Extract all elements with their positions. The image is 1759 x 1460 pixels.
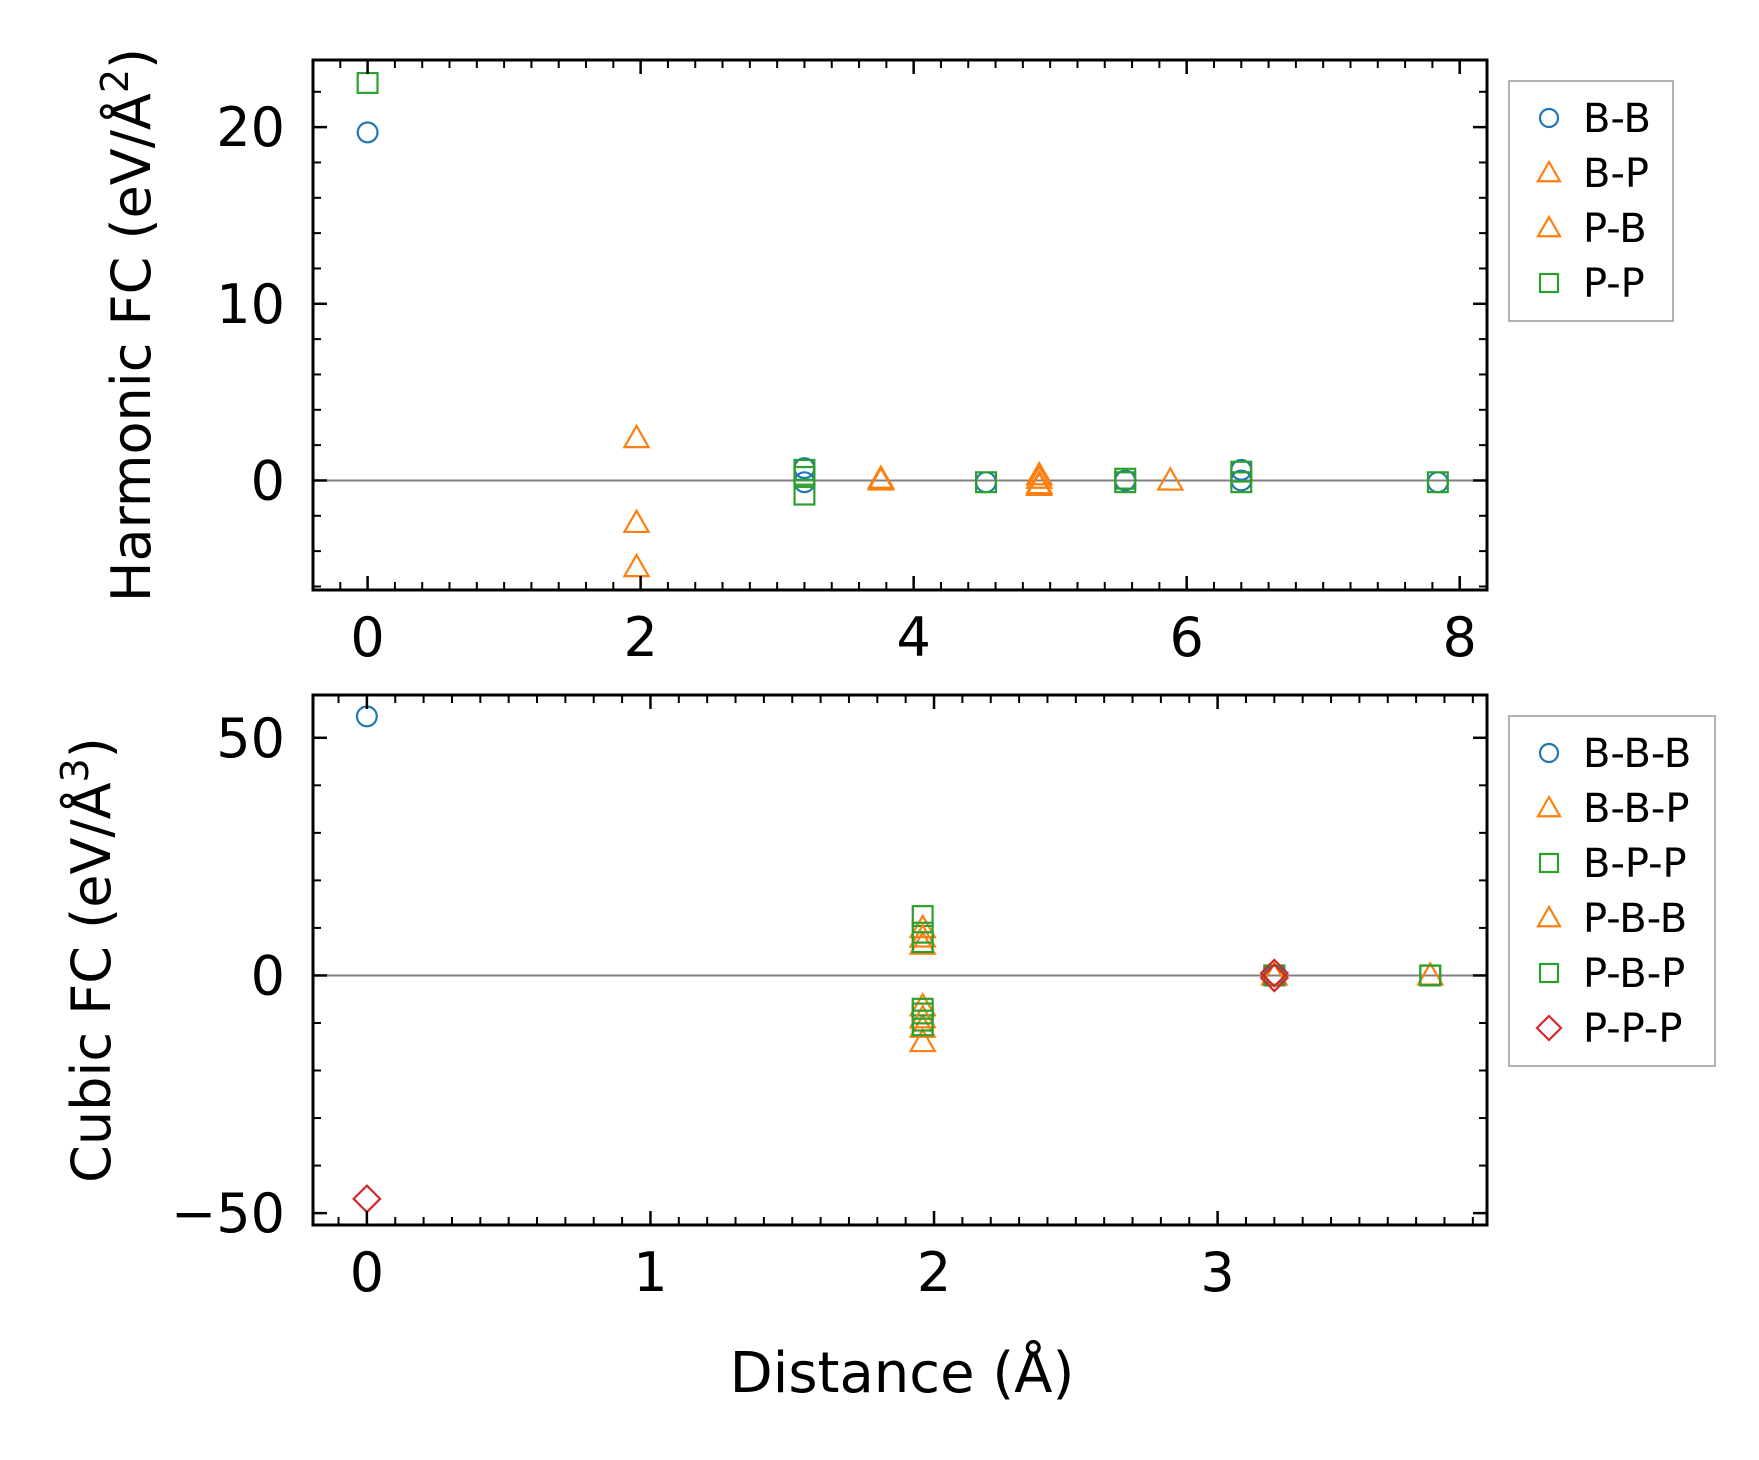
y-tick-label: 0 — [251, 944, 285, 1007]
x-tick-label: 3 — [1200, 1241, 1234, 1304]
harmonic-fc-panel: 0 2 4 6 8 0 10 20 Harmonic FC (eV/Å2) B-B B-P P-B P-… — [93, 48, 1674, 669]
legend-label: B-P-P — [1583, 841, 1687, 887]
y-tick-label: 20 — [216, 96, 285, 159]
legend-marker-b-p-p — [1538, 852, 1560, 874]
x-tick-label: 4 — [896, 606, 930, 669]
data-point-b-p — [622, 508, 651, 534]
data-point-p-b-p — [1419, 964, 1442, 987]
data-point-p-p — [1114, 471, 1137, 494]
legend-label: P-P — [1583, 261, 1645, 307]
data-point-b-b — [975, 471, 998, 494]
data-point-p-p — [975, 471, 998, 494]
data-point-p-b — [1025, 469, 1054, 495]
data-point-b-p — [1025, 464, 1054, 489]
legend-label: P-B-P — [1583, 951, 1685, 997]
axes-frame — [311, 58, 1489, 592]
y-tick-label: 50 — [216, 707, 285, 770]
data-point-p-p — [793, 465, 816, 488]
series-b-b — [356, 121, 1449, 494]
series-p-b — [866, 460, 1054, 495]
legend-marker-b-b-p — [1536, 794, 1562, 818]
legend-marker-p-b-p — [1538, 962, 1560, 984]
data-point-p-b — [866, 466, 895, 491]
y-tick-label: −50 — [171, 1182, 285, 1245]
series-p-b-p — [911, 931, 1442, 1032]
data-point-p-p-p — [1259, 963, 1290, 993]
x-axis-label: Distance (Å) — [730, 1340, 1075, 1406]
data-point-b-p — [622, 552, 651, 578]
legend-frame — [1508, 715, 1716, 1067]
series-b-b-p — [908, 913, 1445, 1053]
series-p-p — [356, 71, 1449, 506]
data-point-p-b — [1025, 460, 1054, 486]
data-point-p-b-b — [908, 923, 937, 948]
legend-marker-b-b-b — [1538, 742, 1560, 764]
legend-marker-p-b-b — [1536, 904, 1562, 928]
data-point-b-b — [793, 471, 816, 494]
x-tick-label: 6 — [1169, 606, 1203, 669]
legend-label: P-B-B — [1583, 896, 1687, 942]
x-tick-label: 0 — [350, 606, 384, 669]
axes-frame — [311, 693, 1489, 1227]
y-axis-label: Harmonic FC (eV/Å2) — [93, 48, 163, 602]
legend-marker-p-p-p — [1535, 1014, 1563, 1042]
legend-label: B-B — [1583, 96, 1651, 142]
legend-label: P-P-P — [1583, 1006, 1682, 1052]
x-tick-label: 2 — [917, 1241, 951, 1304]
y-tick-label: 0 — [251, 449, 285, 512]
data-point-b-b-p — [908, 1027, 937, 1053]
legend-marker-b-p — [1536, 159, 1562, 183]
legend-label: B-P — [1583, 151, 1649, 197]
series-p-p-p — [352, 958, 1290, 1214]
series-b-b-b — [355, 705, 1286, 987]
y-axis-label: Cubic FC (eV/Å3) — [53, 737, 123, 1183]
data-point-p-p — [1230, 471, 1253, 494]
legend-label: P-B — [1583, 206, 1647, 252]
data-point-b-p — [1156, 466, 1185, 491]
data-point-p-p-p — [1259, 958, 1290, 988]
x-tick-label: 8 — [1443, 606, 1477, 669]
x-tick-label: 2 — [623, 606, 657, 669]
data-point-p-p — [1426, 471, 1449, 494]
data-point-b-b — [356, 121, 379, 144]
data-point-p-p-p — [352, 1184, 382, 1214]
y-tick-label: 10 — [216, 273, 285, 336]
cubic-fc-panel: 0 1 2 3 −50 0 50 Cubic FC (eV/Å3) B-B-B B-B-P B-P-… — [53, 693, 1716, 1304]
data-point-p-b-p — [911, 931, 934, 954]
data-point-p-b-b — [908, 1003, 937, 1029]
data-point-p-b-p — [911, 997, 934, 1020]
series-b-p-p — [911, 905, 1442, 1037]
series-b-p — [622, 423, 1185, 578]
data-point-b-b — [1426, 471, 1449, 494]
legend-marker-b-b — [1538, 107, 1560, 129]
legend-label: B-B-P — [1583, 786, 1689, 832]
data-point-p-p — [356, 71, 379, 94]
legend-label: B-B-B — [1583, 731, 1691, 777]
data-point-b-b-b — [355, 705, 378, 728]
data-point-b-p — [622, 423, 651, 449]
data-point-p-p — [793, 483, 816, 506]
legend-marker-p-p — [1538, 272, 1560, 294]
legend: B-B B-P P-B P-P — [1508, 80, 1674, 322]
x-tick-label: 1 — [633, 1241, 667, 1304]
data-point-p-b-p — [911, 1009, 934, 1032]
legend-frame — [1508, 80, 1674, 322]
x-tick-label: 0 — [350, 1241, 384, 1304]
legend: B-B-B B-B-P B-P-P P-B-B P-B-P P-P-P — [1508, 715, 1716, 1067]
legend-marker-p-b — [1536, 214, 1562, 238]
